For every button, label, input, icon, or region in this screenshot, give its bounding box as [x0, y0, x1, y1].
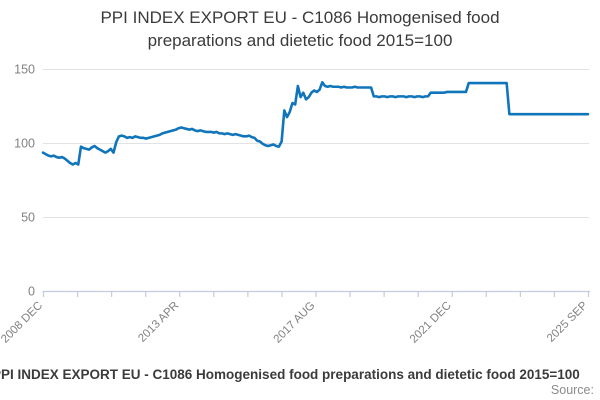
source-label: Source:	[550, 383, 594, 397]
x-tick-label: 2025 SEP	[545, 299, 590, 344]
x-tick-label: 2017 AUG	[272, 300, 318, 346]
y-tick-label: 0	[28, 285, 35, 299]
footer-title: PPI INDEX EXPORT EU - C1086 Homogenised …	[0, 367, 580, 382]
x-tick-label: 2013 APR	[136, 300, 181, 345]
x-tick-label: 2021 DEC	[408, 300, 454, 346]
series-line	[41, 81, 590, 166]
x-tick-label: 2008 DEC	[0, 300, 45, 346]
y-tick-label: 100	[14, 137, 35, 151]
chart-title-line1: PPI INDEX EXPORT EU - C1086 Homogenised …	[100, 8, 500, 27]
y-tick-label: 50	[21, 211, 35, 225]
chart-title: PPI INDEX EXPORT EU - C1086 Homogenised …	[0, 7, 600, 53]
y-tick-label: 150	[14, 63, 35, 77]
chart-title-line2: preparations and dietetic food 2015=100	[147, 30, 453, 50]
